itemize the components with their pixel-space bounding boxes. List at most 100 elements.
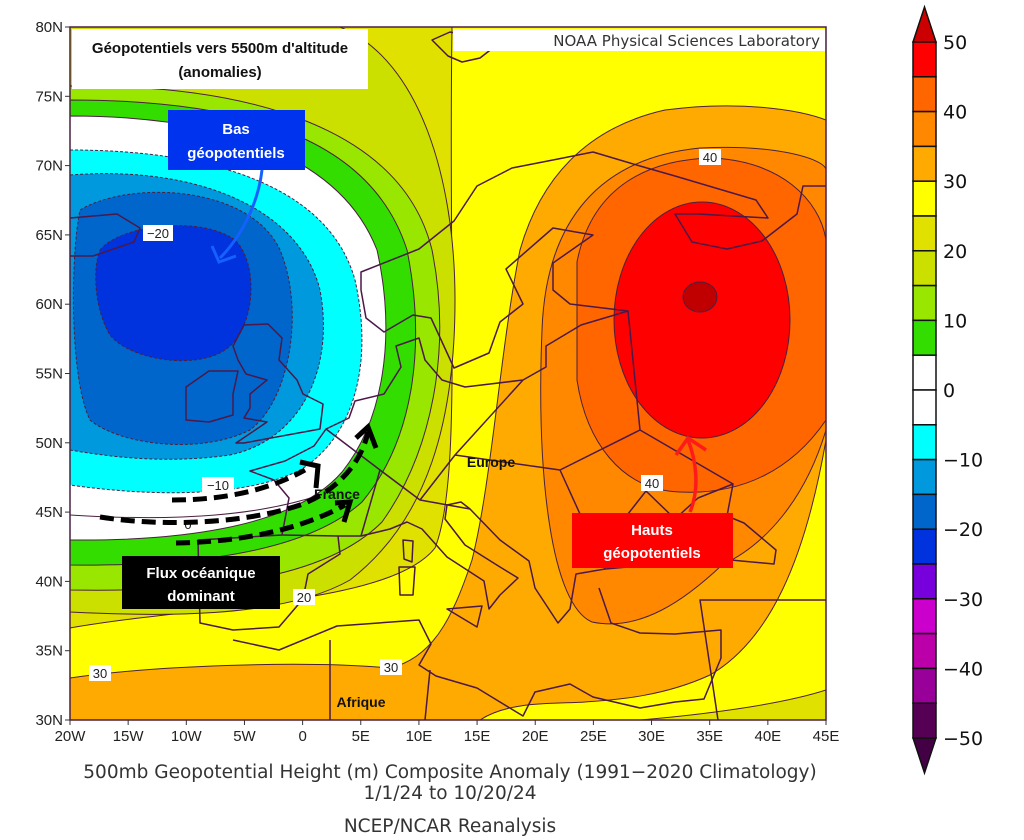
lon-tick-label: 15E (464, 728, 491, 745)
lon-tick-label: 10W (171, 728, 203, 745)
longitude-axis: 20W 15W 10W 5W 0 5E 10E 15E 20E 25E 30E 35E 40E 45E (55, 720, 840, 745)
coast-europe-atlantic (197, 151, 826, 541)
colorbar-label: 50 (943, 32, 967, 54)
colorbar-under-arrow (911, 737, 938, 776)
title-line-2: (anomalies) (178, 64, 261, 81)
colorbar: 50 40 30 20 10 0 −10 −20 −30 −40 −50 (911, 4, 983, 776)
fill-over-50 (682, 281, 718, 313)
lon-tick-label: 30E (638, 728, 665, 745)
colorbar-swatch (912, 702, 937, 739)
colorbar-swatch (912, 493, 937, 530)
lat-tick-label: 70N (35, 158, 63, 175)
coast-iceland (70, 213, 141, 257)
colorbar-swatch (912, 215, 937, 252)
credit-text: NOAA Physical Sciences Laboratory (553, 32, 820, 50)
contour-label-bg (89, 665, 111, 681)
place-afrique: Afrique (337, 694, 386, 710)
contour-label: 40 (703, 150, 717, 165)
flow-box-line-1: Flux océanique (146, 565, 255, 582)
border-lines (281, 310, 826, 720)
colorbar-swatch (912, 528, 937, 565)
arrowhead-icon (334, 499, 354, 523)
colorbar-label: −50 (943, 728, 983, 750)
colorbar-swatch (912, 180, 937, 217)
colorbar-swatch (912, 632, 937, 670)
contour-label-bg (293, 589, 315, 605)
lon-tick-label: 40E (754, 728, 781, 745)
lon-tick-label: 20W (55, 728, 87, 745)
latitude-axis: 80N 75N 70N 65N 60N 55N 50N 45N 40N 35N 30N (35, 19, 70, 729)
coast-africa-levant (232, 587, 722, 717)
colorbar-label: 10 (943, 310, 967, 332)
lat-tick-label: 35N (35, 643, 63, 660)
fill-45-50 (613, 201, 791, 439)
colorbar-swatch (912, 458, 937, 496)
low-box-line-2: géopotentiels (187, 145, 285, 162)
flow-box-line-2: dominant (167, 588, 235, 605)
contour-label: 40 (645, 476, 659, 491)
colorbar-swatch (912, 145, 937, 182)
fill-minus25-minus20 (95, 225, 252, 362)
colorbar-swatch (912, 563, 937, 600)
colorbar-label: −10 (943, 450, 983, 472)
colorbar-label: 40 (943, 102, 967, 124)
lat-tick-label: 45N (35, 504, 63, 521)
low-arrow (218, 169, 264, 260)
low-box (168, 110, 305, 170)
high-box (572, 513, 733, 568)
colorbar-swatch (912, 41, 937, 78)
colorbar-swatch (912, 424, 937, 461)
contour-label-bg (699, 149, 721, 165)
contour-label: −20 (147, 226, 169, 241)
lat-tick-label: 50N (35, 435, 63, 452)
lon-tick-label: 15W (113, 728, 145, 745)
arrowhead-icon (210, 245, 237, 264)
contour-label: 30 (93, 666, 107, 681)
lon-tick-label: 5E (352, 728, 370, 745)
lat-tick-label: 80N (35, 19, 63, 36)
lon-tick-label: 10E (406, 728, 433, 745)
colorbar-swatch (912, 76, 937, 113)
colorbar-swatch (912, 250, 937, 287)
colorbar-label: −40 (943, 658, 983, 680)
title-box (72, 29, 368, 89)
lon-tick-label: 0 (298, 728, 306, 745)
coast-corsica (402, 539, 414, 563)
lat-tick-label: 55N (35, 366, 63, 383)
arrowhead-icon (674, 435, 707, 457)
oceanic-flow-arrows (99, 422, 379, 546)
contour-label-bg (143, 225, 173, 241)
lon-tick-label: 5W (233, 728, 256, 745)
colorbar-swatch (912, 354, 937, 391)
flow-box (122, 556, 280, 609)
coast-ireland (185, 370, 239, 423)
flow-arrow-south (175, 502, 347, 546)
contour-label-bg (641, 475, 663, 491)
low-box-line-1: Bas (222, 121, 250, 138)
colorbar-label: 30 (943, 171, 967, 193)
colorbar-swatch (912, 598, 937, 635)
lat-tick-label: 60N (35, 296, 63, 313)
contour-label-bg (202, 477, 234, 493)
colorbar-label: −20 (943, 519, 983, 541)
high-box-line-2: géopotentiels (603, 545, 701, 562)
high-arrow (686, 439, 698, 513)
colorbar-label: 20 (943, 241, 967, 263)
colorbar-swatch (912, 110, 937, 148)
lat-tick-label: 75N (35, 88, 63, 105)
lat-tick-label: 30N (35, 712, 63, 729)
flow-arrow-middle (99, 431, 371, 526)
contour-label-bg (380, 659, 402, 675)
flow-arrow-north (171, 467, 307, 503)
contour-label: −10 (207, 478, 229, 493)
title-line-1: Géopotentiels vers 5500m d'altitude (92, 40, 348, 57)
credit-box (453, 29, 825, 51)
arrowhead-icon (299, 459, 321, 489)
coast-sicily (446, 605, 483, 628)
lon-tick-label: 45E (813, 728, 840, 745)
caption-title: 500mb Geopotential Height (m) Composite … (83, 762, 816, 783)
caption-source: NCEP/NCAR Reanalysis (344, 816, 556, 837)
colorbar-swatch (912, 319, 937, 356)
caption-dates: 1/1/24 to 10/20/24 (364, 783, 537, 804)
